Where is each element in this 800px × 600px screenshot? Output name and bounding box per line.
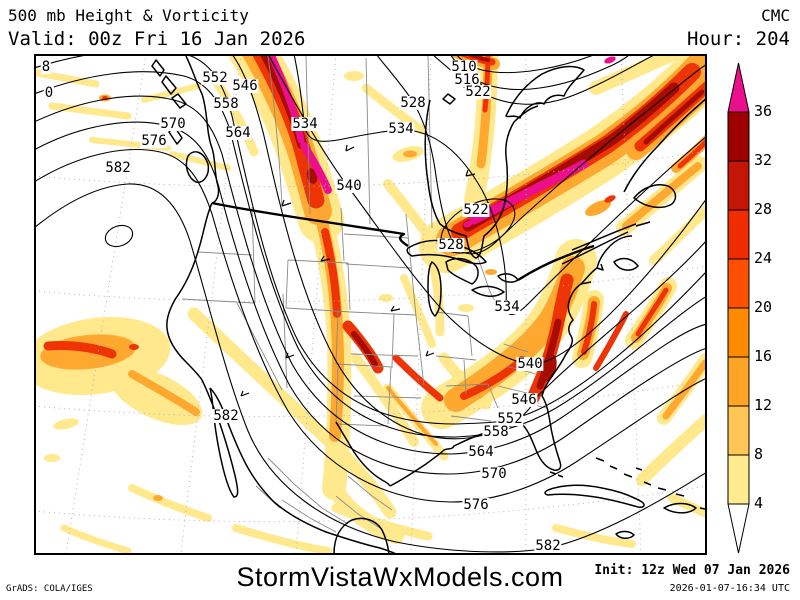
contour-label: 0: [43, 85, 55, 101]
site-watermark: StormVistaWxModels.com: [236, 562, 564, 592]
product-title: 500 mb Height & Vorticity: [8, 6, 249, 25]
contour-label: 528: [399, 95, 427, 111]
vorticity-colorbar: [727, 62, 750, 554]
vorticity-layer: [36, 56, 705, 553]
contour-label: 534: [493, 299, 521, 315]
weather-map-canvas: [36, 56, 705, 553]
colorbar-underflow-arrow: [727, 503, 750, 554]
contour-label: 546: [510, 392, 538, 408]
colorbar-tick: 20: [754, 298, 773, 316]
colorbar-tick: 16: [754, 347, 773, 365]
geography-layer: [151, 56, 705, 553]
colorbar-tick: 28: [754, 200, 773, 218]
contour-label: 552: [496, 411, 524, 427]
grads-credit: GrADS: COLA/IGES: [6, 584, 93, 594]
contour-label: 558: [482, 424, 510, 440]
model-name: CMC: [761, 6, 790, 25]
colorbar-tick: 32: [754, 151, 773, 169]
contour-label: 540: [516, 356, 544, 372]
weather-map: 8 0 552 546 558 570 564 576 582 534 540 …: [34, 54, 707, 555]
contour-label: 522: [464, 84, 492, 100]
colorbar-tick: 4: [754, 494, 764, 512]
contour-label: 534: [387, 121, 415, 137]
contour-label: 528: [437, 237, 465, 253]
forecast-hour: Hour: 204: [687, 28, 790, 50]
contour-label: 546: [231, 78, 259, 94]
contour-label: 552: [201, 70, 229, 86]
wind-marks-layer: [240, 144, 476, 397]
colorbar-tick: 36: [754, 102, 773, 120]
contour-label: 516: [453, 72, 481, 88]
contour-label: 570: [480, 466, 508, 482]
init-timestamp: 2026-01-07-16:34 UTC: [669, 583, 790, 594]
contour-label: 576: [462, 497, 490, 513]
colorbar-tick: 8: [754, 445, 764, 463]
colorbar-overflow-arrow: [727, 62, 750, 113]
contour-label: 582: [534, 538, 562, 554]
contour-label: 510: [450, 59, 478, 75]
contour-label: 540: [335, 178, 363, 194]
contour-label: 582: [212, 408, 240, 424]
contour-label: 558: [212, 96, 240, 112]
contour-label: 522: [462, 202, 490, 218]
contour-label: 534: [291, 116, 319, 132]
contour-label: 8: [40, 59, 52, 75]
contour-label: 570: [159, 116, 187, 132]
init-time: Init: 12z Wed 07 Jan 2026: [594, 563, 790, 578]
contour-label: 564: [224, 125, 252, 141]
contour-label: 564: [467, 444, 495, 460]
valid-time: Valid: 00z Fri 16 Jan 2026: [8, 28, 306, 50]
contour-label: 576: [140, 133, 168, 149]
colorbar-tick: 24: [754, 249, 773, 267]
graticule-layer: [36, 56, 705, 553]
colorbar-tick: 12: [754, 396, 773, 414]
contour-label: 582: [104, 160, 132, 176]
